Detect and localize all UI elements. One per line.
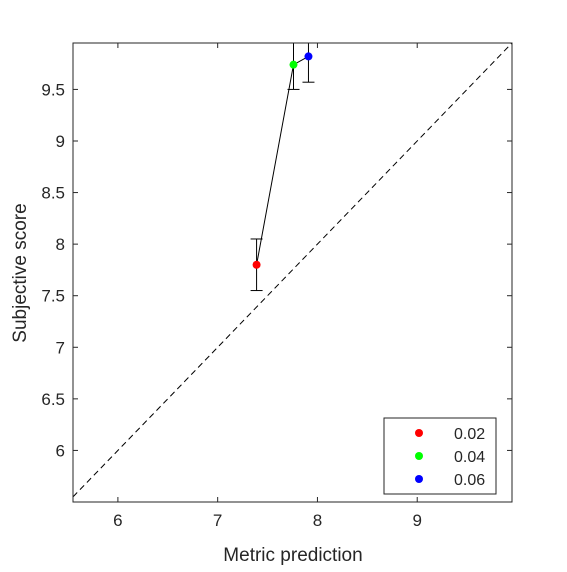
legend-marker-0.04 — [415, 452, 423, 460]
legend-label: 0.02 — [454, 426, 485, 443]
y-tick-label: 6.5 — [41, 390, 65, 409]
legend-label: 0.04 — [454, 449, 485, 466]
y-tick-label: 6 — [56, 441, 65, 460]
legend-label: 0.06 — [454, 472, 485, 489]
y-tick-label: 9 — [56, 132, 65, 151]
axes-box — [72, 42, 513, 503]
legend-marker-0.02 — [415, 429, 423, 437]
plot-area: 6 7 8 9 6 6.5 7 7.5 8 8.5 9 9.5 0.02 0.04 0.06 — [41, 42, 513, 530]
legend-box — [383, 417, 497, 495]
x-tick-label: 6 — [113, 511, 122, 530]
x-tick-label: 7 — [213, 511, 222, 530]
x-axis-label: Metric prediction — [223, 545, 362, 566]
y-tick-label: 7 — [56, 338, 65, 357]
x-tick-label: 8 — [313, 511, 322, 530]
y-tick-label: 8.5 — [41, 184, 65, 203]
y-axis-label: Subjective score — [10, 203, 31, 342]
reference-diagonal-line — [73, 43, 512, 498]
x-tick-label: 9 — [412, 511, 421, 530]
data-point-0.04 — [289, 60, 298, 69]
data-point-0.02 — [252, 260, 261, 269]
y-tick-label: 8 — [56, 235, 65, 254]
y-tick-label: 7.5 — [41, 287, 65, 306]
data-point-0.06 — [304, 52, 313, 61]
y-tick-label: 9.5 — [41, 80, 65, 99]
legend-marker-0.06 — [415, 475, 423, 483]
